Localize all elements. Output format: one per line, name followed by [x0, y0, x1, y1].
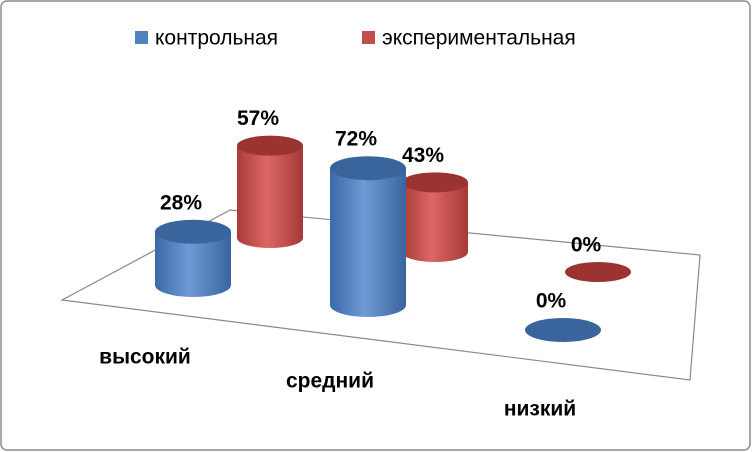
- value-label: 0%: [571, 234, 602, 257]
- category-label: средний: [286, 370, 374, 393]
- bar-top: [155, 219, 231, 244]
- bar: [565, 262, 631, 282]
- bar: [402, 172, 468, 262]
- bar: [525, 318, 601, 342]
- legend-label: экспериментальная: [382, 27, 576, 50]
- bar-body: [330, 168, 406, 317]
- value-label: 28%: [160, 191, 202, 214]
- category-label: высокий: [99, 346, 191, 369]
- bar: [155, 219, 231, 297]
- bar-top: [330, 156, 406, 181]
- value-label: 72%: [335, 128, 377, 151]
- bar-top: [565, 262, 631, 282]
- bar-body: [237, 145, 303, 248]
- value-label: 57%: [237, 107, 279, 130]
- value-label: 0%: [536, 290, 567, 313]
- legend-swatch: [362, 31, 375, 44]
- bar-top: [402, 172, 468, 193]
- bar: [237, 135, 303, 248]
- bar-body: [155, 231, 231, 297]
- bar-body: [402, 182, 468, 262]
- bar-top: [525, 318, 601, 342]
- legend-label: контрольная: [155, 27, 278, 50]
- bar: [330, 156, 406, 317]
- bar-top: [237, 135, 303, 156]
- category-label: низкий: [504, 398, 576, 421]
- value-label: 43%: [402, 144, 444, 167]
- legend-swatch: [135, 31, 148, 44]
